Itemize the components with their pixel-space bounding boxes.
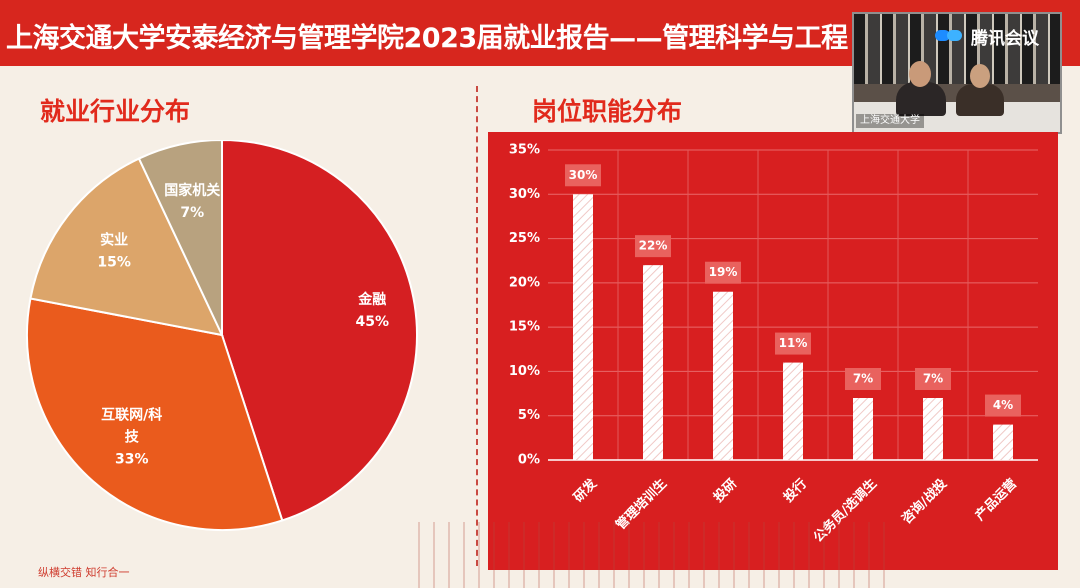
y-tick-label: 35% bbox=[509, 143, 540, 158]
industry-pie-chart: 金融 45% 互联网/科技 33% 实业 15% 国家机关 7% bbox=[26, 140, 418, 531]
x-category-label: 研发 bbox=[570, 475, 600, 505]
x-category-label: 投研 bbox=[710, 476, 740, 506]
bar bbox=[923, 398, 943, 460]
footer-slogan: 纵横交错 知行合一 bbox=[38, 566, 130, 579]
industry-section-title: 就业行业分布 bbox=[40, 97, 191, 126]
x-category-label: 咨询/战投 bbox=[899, 476, 950, 527]
bar-value-badge bbox=[775, 332, 811, 355]
bar-value-label: 22% bbox=[639, 239, 668, 253]
bar bbox=[713, 291, 733, 460]
y-tick-label: 0% bbox=[518, 453, 540, 468]
y-tick-label: 15% bbox=[509, 320, 540, 335]
page-title: 上海交通大学安泰经济与管理学院2023届就业报告——管理科学与工程 bbox=[6, 23, 848, 52]
bar-value-badge bbox=[845, 368, 881, 390]
pie-value-label: 7% bbox=[180, 205, 204, 221]
bar-value-label: 4% bbox=[993, 398, 1013, 412]
bar-value-badge bbox=[985, 394, 1021, 417]
meeting-logo-icon bbox=[935, 28, 965, 44]
meeting-app-label: 腾讯会议 bbox=[971, 28, 1039, 49]
pie-slice bbox=[26, 297, 284, 531]
pie-category-label: 实业 bbox=[100, 231, 128, 248]
function-section-title: 岗位职能分布 bbox=[532, 97, 683, 126]
x-category-label: 产品运营 bbox=[972, 476, 1020, 524]
x-category-label: 投行 bbox=[780, 476, 810, 506]
bar-value-label: 11% bbox=[779, 336, 808, 350]
presenter-left bbox=[896, 82, 946, 116]
pie-slice bbox=[137, 140, 223, 336]
bar bbox=[783, 362, 803, 460]
pie-value-label: 45% bbox=[355, 314, 389, 330]
meeting-app-badge: 腾讯会议 bbox=[935, 22, 1039, 50]
bar-value-badge bbox=[915, 368, 951, 390]
bar-value-badge bbox=[635, 235, 671, 258]
y-tick-label: 10% bbox=[509, 364, 540, 379]
pie-category-label: 技 bbox=[125, 428, 140, 445]
building-watermark bbox=[418, 522, 888, 588]
video-caption: 上海交通大学 bbox=[856, 114, 924, 128]
bar bbox=[853, 398, 873, 460]
pie-category-label: 互联网/科 bbox=[101, 406, 162, 423]
bar-value-label: 19% bbox=[709, 265, 738, 279]
pie-category-label: 国家机关 bbox=[164, 182, 220, 199]
y-tick-label: 20% bbox=[509, 275, 540, 290]
section-divider bbox=[476, 86, 478, 566]
y-tick-label: 5% bbox=[518, 408, 540, 423]
pie-slice bbox=[221, 140, 418, 522]
bar bbox=[573, 194, 593, 460]
pie-slice bbox=[29, 157, 224, 337]
presenter-right-head bbox=[970, 64, 990, 88]
bar-value-label: 7% bbox=[923, 372, 943, 386]
video-preview[interactable] bbox=[852, 12, 1062, 134]
pie-value-label: 33% bbox=[115, 451, 149, 467]
bar bbox=[643, 265, 663, 460]
bar bbox=[993, 424, 1013, 460]
bar-value-badge bbox=[565, 164, 601, 187]
presenter-left-head bbox=[909, 61, 931, 87]
bar-value-badge bbox=[705, 261, 741, 284]
y-tick-label: 25% bbox=[509, 231, 540, 246]
pie-value-label: 15% bbox=[97, 254, 131, 270]
pie-category-label: 金融 bbox=[357, 291, 386, 308]
presenter-right bbox=[956, 84, 1004, 116]
bookshelf-background bbox=[854, 14, 1060, 84]
y-tick-label: 30% bbox=[509, 187, 540, 202]
function-bar-chart: 0%5%10%15%20%25%30%35%30%研发22%管理培训生19%投研… bbox=[509, 143, 1038, 546]
bar-value-label: 30% bbox=[569, 168, 598, 182]
bar-value-label: 7% bbox=[853, 372, 873, 386]
